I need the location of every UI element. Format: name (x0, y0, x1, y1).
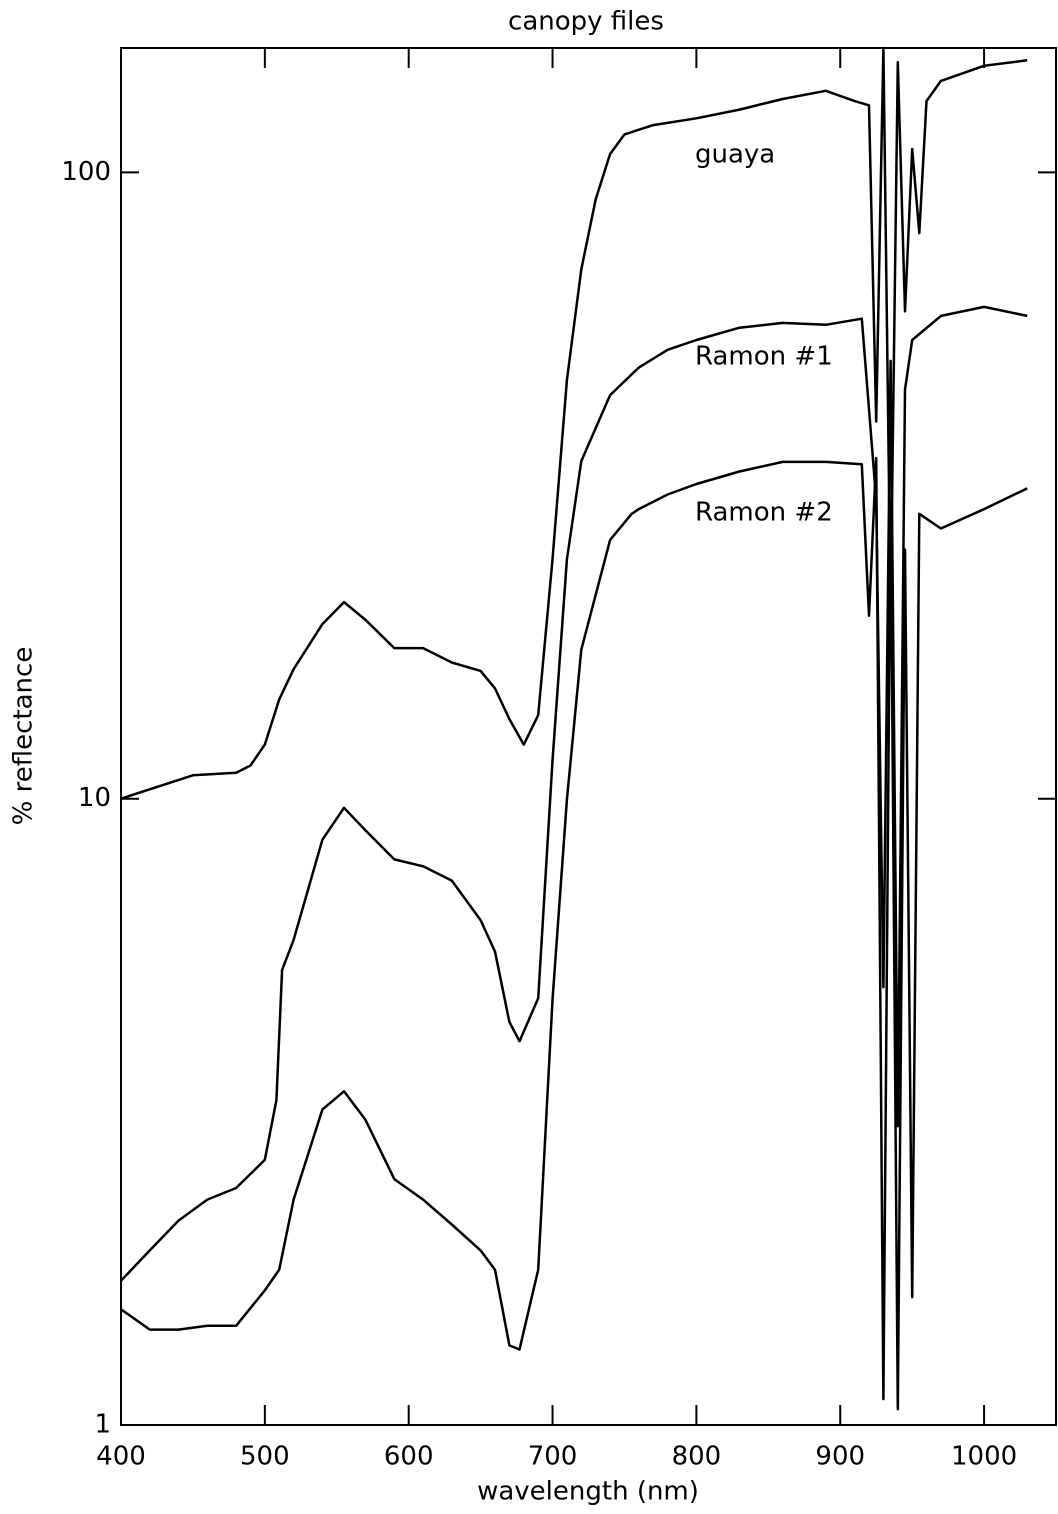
y-tick-label: 1 (94, 1410, 111, 1440)
x-tick-label: 800 (672, 1442, 722, 1472)
series-label: guaya (695, 140, 775, 170)
series-line (120, 46, 1028, 800)
x-tick-label: 700 (528, 1442, 578, 1472)
series-label: Ramon #1 (695, 342, 833, 372)
series-line (120, 305, 1028, 1282)
x-tick-label: 500 (240, 1442, 290, 1472)
x-tick-label: 1000 (951, 1442, 1017, 1472)
x-tick-label: 600 (384, 1442, 434, 1472)
x-tick-label: 900 (815, 1442, 865, 1472)
y-tick-label: 10 (78, 783, 111, 813)
x-tick-label: 400 (96, 1442, 146, 1472)
y-tick-label: 100 (61, 157, 111, 187)
plot-frame (120, 47, 1057, 1426)
series-label: Ramon #2 (695, 498, 833, 528)
series-line (120, 456, 1028, 1411)
y-axis-label: % reflectance (9, 647, 39, 826)
x-axis-label: wavelength (nm) (477, 1477, 699, 1507)
chart-title: canopy files (508, 7, 664, 37)
